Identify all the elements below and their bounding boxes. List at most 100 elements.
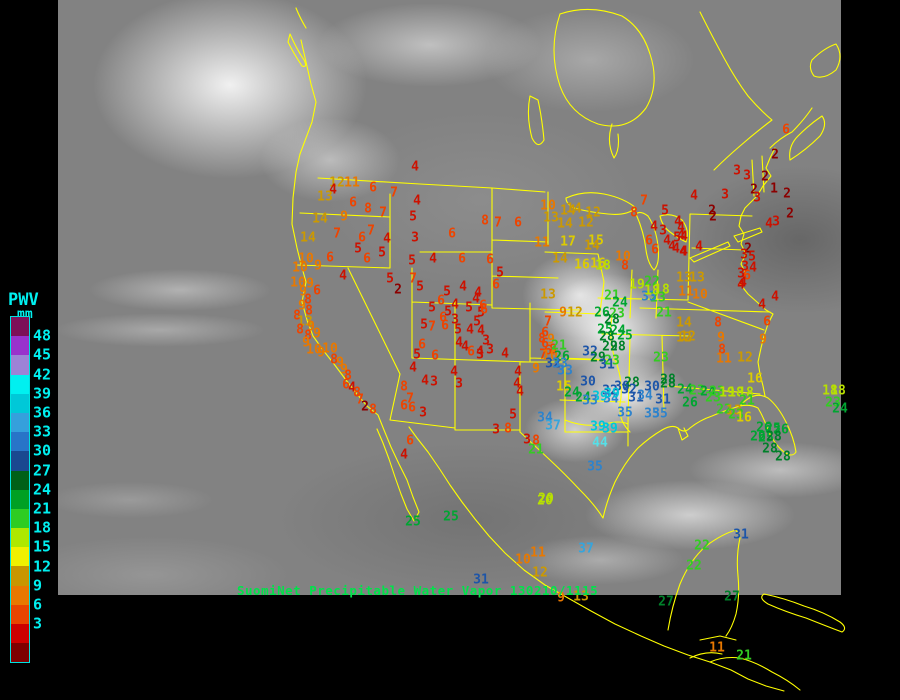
station-pwv-value: 10 [692, 287, 708, 303]
station-pwv-value: 4 [383, 231, 391, 247]
station-pwv-value: 5 [409, 209, 417, 225]
station-pwv-value: 9 [299, 284, 307, 300]
station-pwv-value: 8 [718, 342, 726, 358]
station-pwv-value: 4 [409, 360, 417, 376]
legend-swatch [11, 451, 29, 471]
station-pwv-value: 4 [663, 233, 671, 249]
station-pwv-value: 6 [479, 298, 487, 314]
station-pwv-value: 30 [644, 379, 660, 395]
station-pwv-value: 8 [364, 201, 372, 217]
station-pwv-value: 14 [584, 238, 600, 254]
station-pwv-value: 9 [302, 335, 310, 351]
station-pwv-value: 10 [290, 275, 306, 291]
station-pwv-value: 7 [409, 271, 417, 287]
station-pwv-value: 3 [737, 266, 745, 282]
legend-swatch [11, 624, 29, 644]
station-pwv-value: 15 [588, 233, 604, 249]
station-pwv-value: 23 [705, 390, 721, 406]
station-pwv-value: 29 [590, 350, 606, 366]
station-pwv-value: 4 [411, 159, 419, 175]
station-pwv-value: 9 [547, 332, 555, 348]
station-pwv-value: 22 [694, 538, 710, 554]
station-pwv-value: 9 [306, 276, 314, 292]
station-pwv-value: 4 [737, 277, 745, 293]
station-pwv-value: 26 [594, 305, 610, 321]
station-pwv-value: 7 [333, 226, 341, 242]
station-pwv-value: 31 [628, 390, 644, 406]
station-pwv-value: 8 [538, 331, 546, 347]
legend-swatch [11, 489, 29, 509]
station-pwv-value: 24 [832, 401, 848, 417]
station-pwv-value: 35 [587, 459, 603, 475]
station-pwv-value: 18 [738, 385, 754, 401]
legend-tick-label: 9 [33, 576, 43, 595]
legend-swatch [11, 317, 29, 337]
station-pwv-value: 33 [552, 356, 568, 372]
station-pwv-value: 23 [604, 353, 620, 369]
station-pwv-value: 28 [775, 449, 791, 465]
station-pwv-value: 2 [394, 282, 402, 298]
station-pwv-value: 14 [300, 230, 316, 246]
station-pwv-value: 28 [624, 375, 640, 391]
station-pwv-value: 6 [431, 348, 439, 364]
station-pwv-value: 6 [448, 226, 456, 242]
legend-swatch [11, 355, 29, 375]
station-pwv-value: 8 [532, 433, 540, 449]
station-pwv-value: 35 [644, 406, 660, 422]
station-pwv-value: 39 [602, 421, 618, 437]
station-pwv-value: 16 [590, 256, 606, 272]
station-pwv-value: 31 [599, 357, 615, 373]
station-pwv-value: 30 [580, 374, 596, 390]
station-pwv-value: 9 [557, 590, 565, 606]
station-pwv-value: 6 [743, 268, 751, 284]
station-pwv-value: 28 [604, 312, 620, 328]
station-pwv-value: 10 [515, 552, 531, 568]
station-pwv-value: 28 [610, 339, 626, 355]
legend-swatch [11, 604, 29, 624]
station-pwv-value: 25 [443, 509, 459, 525]
station-pwv-value: 4 [474, 285, 482, 301]
station-pwv-value: 24 [612, 295, 628, 311]
station-pwv-value: 16 [574, 257, 590, 273]
station-pwv-value: 14 [566, 201, 582, 217]
station-pwv-value: 5 [354, 241, 362, 257]
station-pwv-value: 22 [644, 274, 660, 290]
legend-swatch [11, 566, 29, 586]
station-pwv-value: 5 [444, 304, 452, 320]
station-pwv-value: 8 [305, 303, 313, 319]
station-pwv-value: 5 [428, 300, 436, 316]
station-pwv-value: 3 [743, 168, 751, 184]
station-pwv-value: 4 [339, 268, 347, 284]
station-pwv-value: 5 [496, 265, 504, 281]
station-pwv-value: 3 [411, 230, 419, 246]
station-pwv-value: 18 [822, 383, 838, 399]
station-pwv-value: 6 [458, 251, 466, 267]
station-pwv-value: 30 [614, 379, 630, 395]
station-pwv-value: 23 [650, 290, 666, 306]
station-pwv-value: 4 [400, 447, 408, 463]
station-pwv-value: 4 [514, 364, 522, 380]
station-pwv-value: 8 [330, 352, 338, 368]
station-pwv-value: 7 [356, 392, 364, 408]
station-pwv-value: 34 [637, 388, 653, 404]
station-pwv-value: 4 [472, 291, 480, 307]
station-pwv-value: 13 [573, 589, 589, 605]
station-pwv-value: 23 [689, 383, 705, 399]
station-pwv-value: 4 [477, 323, 485, 339]
station-pwv-value: 4 [650, 219, 658, 235]
station-pwv-value: 6 [492, 277, 500, 293]
station-pwv-value: 23 [825, 395, 841, 411]
station-pwv-value: 4 [413, 193, 421, 209]
station-pwv-value: 31 [473, 572, 489, 588]
legend-tick-label: 36 [33, 403, 52, 422]
station-pwv-value: 3 [451, 312, 459, 328]
station-pwv-value: 4 [758, 297, 766, 313]
station-pwv-value: 25 [405, 514, 421, 530]
station-pwv-value: 5 [416, 279, 424, 295]
station-pwv-value: 5 [477, 305, 485, 321]
station-pwv-value: 6 [645, 233, 653, 249]
legend-tick-label: 15 [33, 537, 52, 556]
station-pwv-value: 14 [676, 315, 692, 331]
station-pwv-value: 4 [476, 344, 484, 360]
